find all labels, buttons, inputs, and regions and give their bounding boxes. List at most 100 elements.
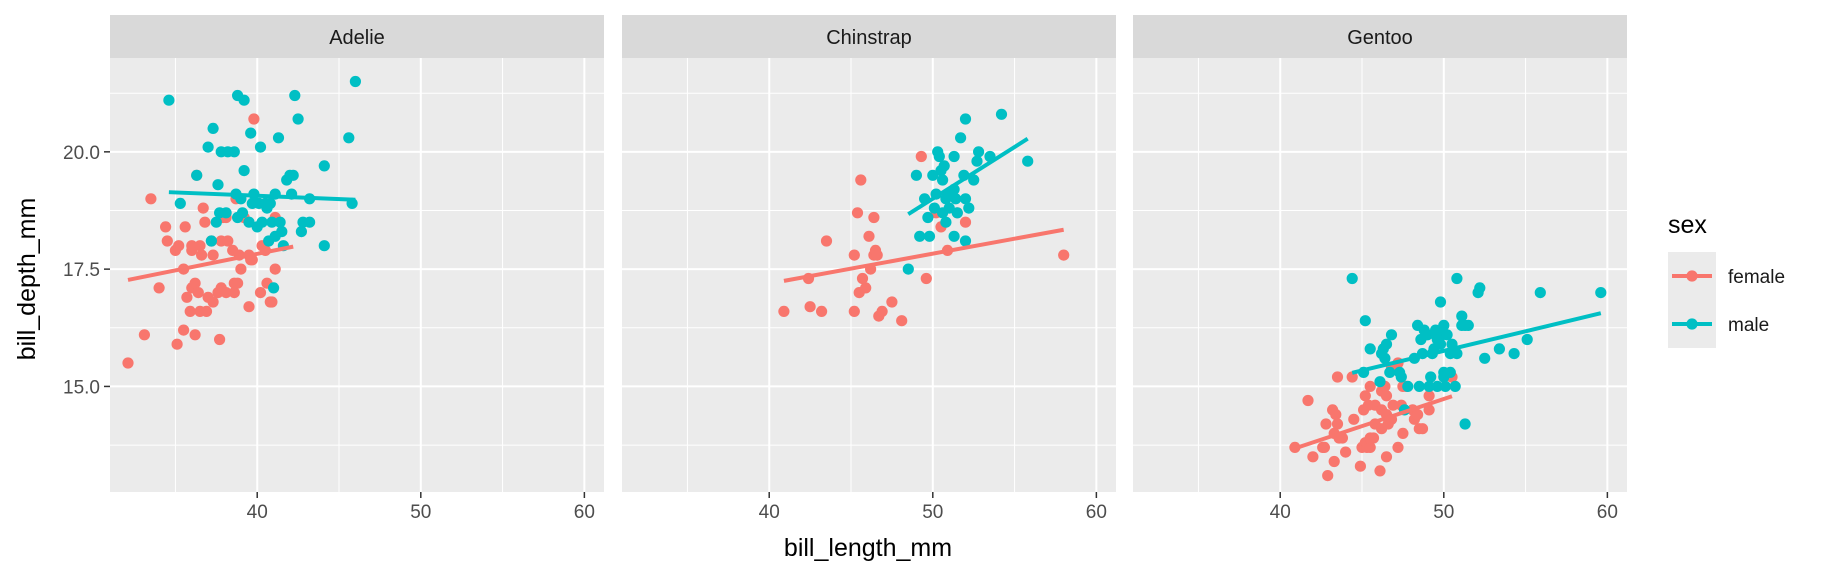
data-point bbox=[778, 305, 790, 317]
data-point bbox=[933, 150, 945, 163]
data-point bbox=[1456, 310, 1468, 322]
data-point bbox=[254, 287, 267, 299]
data-point bbox=[207, 122, 219, 134]
data-point bbox=[915, 150, 927, 163]
series-male bbox=[1346, 272, 1607, 430]
data-point bbox=[1374, 465, 1386, 477]
data-point bbox=[266, 216, 278, 228]
data-point bbox=[1438, 319, 1450, 331]
data-point bbox=[189, 277, 201, 289]
y-axis-title: bill_depth_mm bbox=[13, 198, 41, 361]
data-point bbox=[199, 216, 211, 228]
data-point bbox=[1364, 380, 1376, 392]
data-point bbox=[1380, 451, 1393, 463]
data-point bbox=[1392, 441, 1404, 453]
data-point bbox=[179, 221, 191, 233]
legend-key-point bbox=[1686, 270, 1698, 282]
data-point bbox=[1395, 371, 1407, 383]
data-point bbox=[1331, 371, 1344, 383]
data-point bbox=[184, 305, 196, 317]
data-point bbox=[238, 165, 250, 177]
data-point bbox=[1595, 287, 1607, 299]
data-point bbox=[1322, 470, 1334, 482]
data-point bbox=[1402, 380, 1414, 392]
legend-label-male: male bbox=[1728, 315, 1769, 336]
data-point bbox=[1340, 446, 1352, 458]
data-point bbox=[196, 249, 208, 261]
data-point bbox=[914, 230, 926, 242]
data-point bbox=[940, 216, 952, 228]
x-tick-label: 40 bbox=[759, 502, 780, 523]
data-point bbox=[1425, 371, 1437, 383]
data-point bbox=[1416, 423, 1429, 435]
series-female bbox=[122, 113, 281, 369]
facet-panel-adelie: Adelie 40 50 60 bbox=[110, 15, 604, 523]
data-point bbox=[186, 240, 198, 252]
data-point bbox=[276, 226, 288, 238]
data-point bbox=[243, 301, 255, 313]
data-point bbox=[851, 207, 864, 219]
data-point bbox=[927, 169, 939, 181]
x-tick-label: 50 bbox=[1433, 502, 1454, 523]
data-point bbox=[138, 329, 150, 341]
data-point bbox=[202, 141, 214, 153]
x-tick-label: 50 bbox=[922, 502, 943, 523]
data-point bbox=[928, 202, 941, 214]
data-point bbox=[943, 202, 955, 214]
data-point bbox=[820, 235, 833, 247]
data-point bbox=[1380, 390, 1393, 402]
data-point bbox=[816, 305, 828, 317]
facet-strip bbox=[622, 15, 1116, 58]
data-point bbox=[160, 221, 172, 233]
data-point bbox=[304, 216, 316, 228]
data-point bbox=[200, 305, 213, 317]
trend-line-female bbox=[1294, 394, 1453, 451]
data-point bbox=[1534, 287, 1546, 299]
data-point bbox=[210, 216, 222, 228]
data-point bbox=[1330, 409, 1342, 421]
data-point bbox=[173, 240, 185, 252]
data-point bbox=[951, 207, 963, 219]
facet-panels: Adelie 40 50 60 Chinstrap 40 50 60 Gentoo 40 50 60 bbox=[110, 15, 1627, 523]
data-point bbox=[959, 113, 972, 125]
x-tick-label: 50 bbox=[410, 502, 431, 523]
data-point bbox=[1367, 432, 1380, 444]
data-point bbox=[804, 301, 816, 313]
data-point bbox=[161, 235, 173, 247]
data-point bbox=[287, 169, 299, 181]
data-point bbox=[1521, 333, 1533, 346]
legend: sex female male bbox=[1668, 211, 1785, 348]
data-point bbox=[266, 296, 278, 308]
data-point bbox=[264, 197, 276, 209]
data-point bbox=[955, 132, 967, 144]
panel-background bbox=[622, 58, 1116, 492]
x-tick-label: 40 bbox=[1270, 502, 1291, 523]
data-point bbox=[1364, 441, 1376, 453]
data-point bbox=[971, 155, 983, 167]
data-point bbox=[1421, 329, 1433, 341]
data-point bbox=[1348, 413, 1360, 425]
data-point bbox=[236, 207, 249, 219]
data-point bbox=[1022, 155, 1034, 167]
y-tick-label: 15.0 bbox=[63, 377, 100, 398]
data-point bbox=[238, 94, 250, 106]
data-point bbox=[896, 315, 908, 327]
data-point bbox=[1479, 352, 1491, 364]
data-point bbox=[1412, 409, 1424, 421]
data-point bbox=[205, 235, 217, 247]
data-point bbox=[1384, 366, 1396, 378]
x-tick-label: 60 bbox=[1086, 502, 1107, 523]
trend-line-male bbox=[1351, 311, 1602, 375]
data-point bbox=[920, 272, 932, 285]
y-tick-label: 20.0 bbox=[63, 143, 100, 164]
data-point bbox=[1423, 390, 1435, 402]
data-point bbox=[995, 108, 1008, 120]
data-point bbox=[871, 249, 883, 261]
data-point bbox=[295, 226, 307, 238]
trend-line-female bbox=[783, 227, 1065, 283]
data-point bbox=[349, 75, 361, 88]
data-point bbox=[192, 287, 204, 299]
data-point bbox=[959, 216, 972, 228]
x-tick-label: 60 bbox=[574, 502, 595, 523]
data-point bbox=[174, 197, 186, 209]
